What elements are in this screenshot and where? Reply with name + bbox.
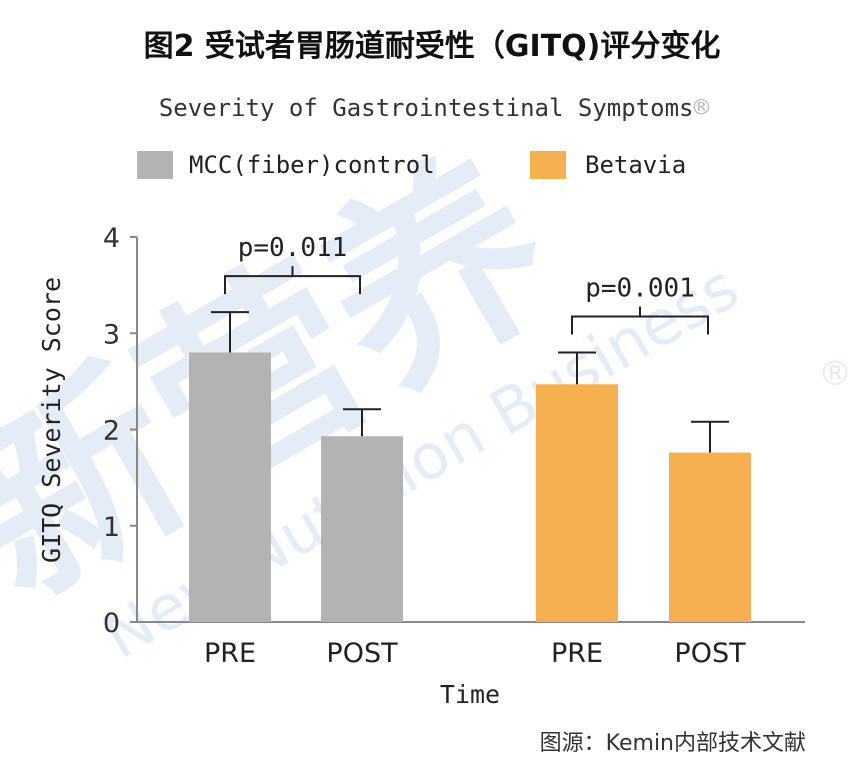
bar xyxy=(669,452,751,622)
y-tick-label: 0 xyxy=(103,608,120,639)
y-tick-label: 1 xyxy=(103,512,120,543)
bar xyxy=(321,436,403,622)
legend-swatch-control xyxy=(137,151,173,179)
bar xyxy=(536,384,618,622)
x-tick-label: PRE xyxy=(204,638,256,669)
source-note: 图源：Kemin内部技术文献 xyxy=(540,731,806,756)
y-axis-title: GITQ Severity Score xyxy=(37,277,66,563)
y-tick-label: 3 xyxy=(103,319,120,350)
x-tick-label: POST xyxy=(674,638,746,669)
legend: MCC(fiber)control Betavia xyxy=(137,151,686,179)
legend-label-control: MCC(fiber)control xyxy=(189,151,435,179)
y-ticks: 0 1 2 3 4 xyxy=(103,223,137,639)
series-group: PRE POST p=0.011 xyxy=(189,233,403,669)
chart-marks: PRE POST p=0.011 PRE POST p=0.001 xyxy=(189,233,751,669)
bar xyxy=(189,352,271,622)
chart-title-text: Severity of Gastrointestinal Symptoms xyxy=(159,94,694,122)
significance-bracket: p=0.011 xyxy=(224,233,361,295)
x-tick-label: PRE xyxy=(551,638,603,669)
legend-label-betavia: Betavia xyxy=(585,151,686,179)
chart-title-mark: ® xyxy=(693,93,709,123)
x-tick-label: POST xyxy=(326,638,398,669)
x-axis-title: Time xyxy=(440,680,500,709)
page-title: 图2 受试者胃肠道耐受性（GITQ)评分变化 xyxy=(144,29,721,64)
p-value-label: p=0.001 xyxy=(585,274,695,304)
y-tick-label: 4 xyxy=(103,223,120,254)
y-tick-label: 2 xyxy=(103,416,120,447)
significance-bracket: p=0.001 xyxy=(571,274,709,335)
chart-title: Severity of Gastrointestinal Symptoms® xyxy=(159,93,710,123)
legend-swatch-betavia xyxy=(530,151,566,179)
series-group: PRE POST p=0.001 xyxy=(536,274,751,669)
p-value-label: p=0.011 xyxy=(238,233,348,263)
watermark-registered-mark: ® xyxy=(818,354,852,394)
